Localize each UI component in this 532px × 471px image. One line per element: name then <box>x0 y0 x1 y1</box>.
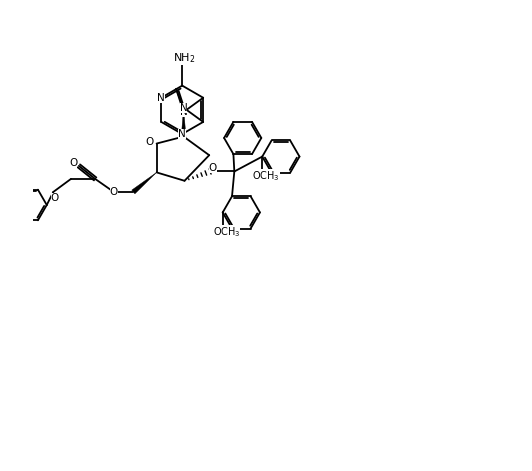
Text: O: O <box>209 163 217 173</box>
Text: O: O <box>110 187 118 197</box>
Text: N: N <box>178 129 186 139</box>
Text: O: O <box>51 193 59 203</box>
Text: OCH$_3$: OCH$_3$ <box>252 169 280 183</box>
Text: NH$_2$: NH$_2$ <box>173 51 196 65</box>
Text: N: N <box>180 103 187 113</box>
Text: N: N <box>180 107 187 117</box>
Text: O: O <box>69 158 78 168</box>
Polygon shape <box>132 172 156 194</box>
Text: OCH$_3$: OCH$_3$ <box>213 225 240 239</box>
Text: O: O <box>145 137 154 147</box>
Polygon shape <box>181 108 186 137</box>
Text: N: N <box>157 93 165 103</box>
